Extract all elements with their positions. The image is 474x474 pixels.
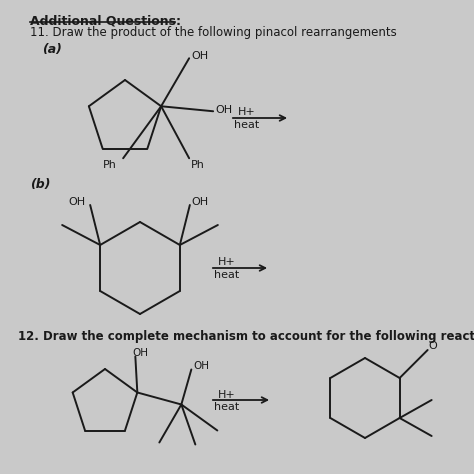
Text: OH: OH: [215, 105, 232, 115]
Text: OH: OH: [191, 51, 208, 61]
Text: H+: H+: [218, 257, 236, 267]
Text: heat: heat: [214, 402, 239, 412]
Text: (a): (a): [42, 43, 62, 56]
Text: H+: H+: [218, 390, 236, 400]
Text: OH: OH: [132, 348, 148, 358]
Text: H+: H+: [238, 107, 256, 117]
Text: heat: heat: [214, 270, 239, 280]
Text: 12. Draw the complete mechanism to account for the following reaction.: 12. Draw the complete mechanism to accou…: [18, 330, 474, 343]
Text: O: O: [428, 341, 438, 351]
Text: heat: heat: [234, 120, 259, 130]
Text: Ph: Ph: [191, 160, 205, 170]
Text: Ph: Ph: [103, 160, 117, 170]
Text: 11. Draw the product of the following pinacol rearrangements: 11. Draw the product of the following pi…: [30, 26, 397, 39]
Text: Additional Questions:: Additional Questions:: [30, 14, 181, 27]
Text: OH: OH: [193, 362, 210, 372]
Text: OH: OH: [192, 197, 209, 207]
Text: OH: OH: [68, 197, 85, 207]
Text: (b): (b): [30, 178, 51, 191]
